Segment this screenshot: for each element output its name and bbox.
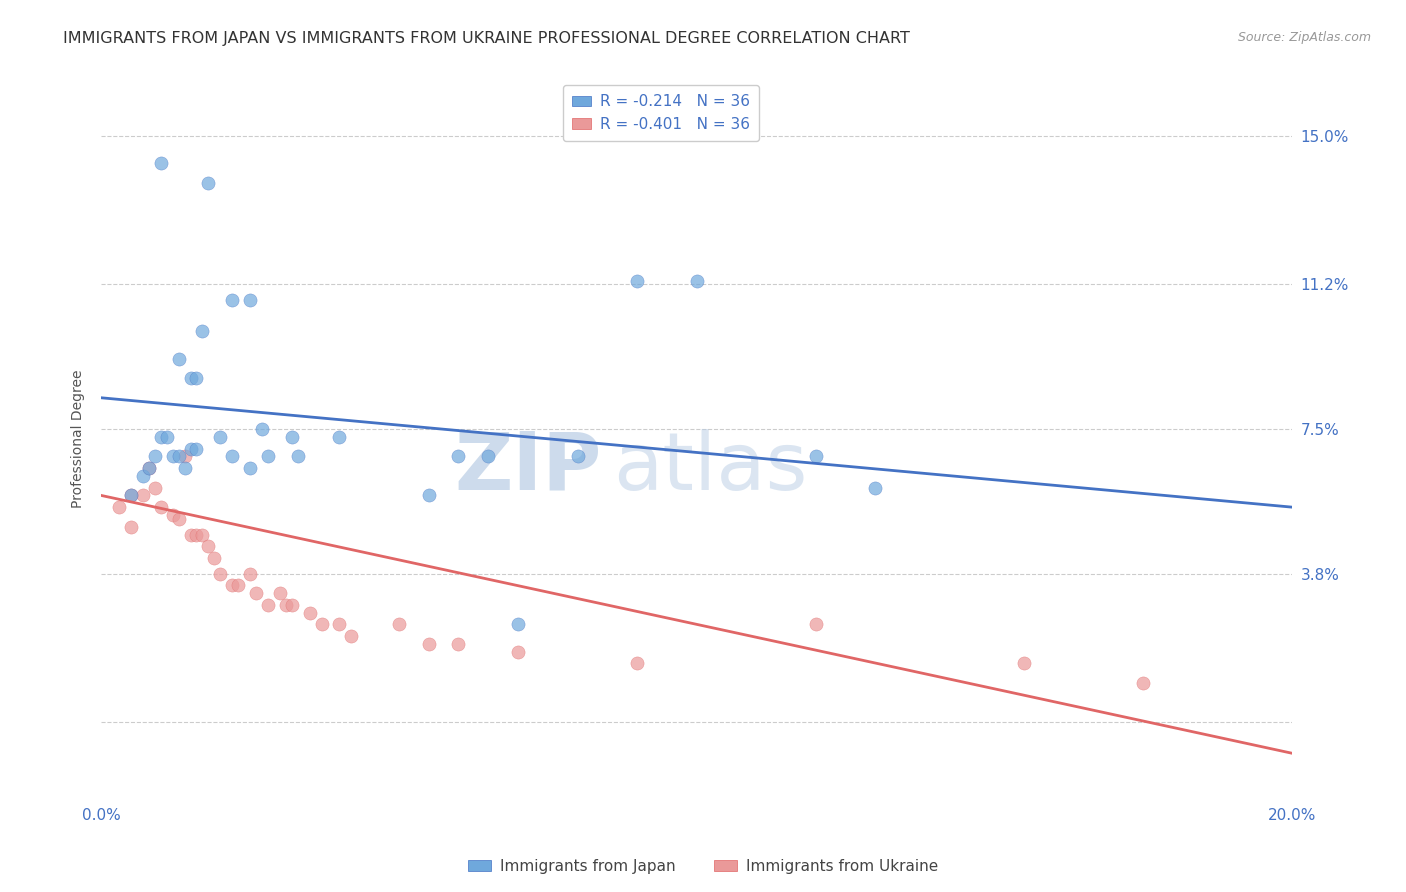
Point: [108, 500, 131, 515]
Point: [162, 450, 184, 464]
Point: [287, 450, 309, 464]
Point: [186, 442, 208, 456]
Point: [120, 488, 142, 502]
Legend: R = -0.214   N = 36, R = -0.401   N = 36: R = -0.214 N = 36, R = -0.401 N = 36: [562, 85, 759, 141]
Point: [149, 430, 172, 444]
Point: [257, 598, 280, 612]
Point: [132, 488, 155, 502]
Point: [477, 450, 499, 464]
Point: [257, 450, 280, 464]
Point: [1132, 676, 1154, 690]
Text: Source: ZipAtlas.com: Source: ZipAtlas.com: [1237, 31, 1371, 45]
Point: [239, 293, 262, 307]
Point: [120, 519, 142, 533]
Point: [173, 461, 195, 475]
Point: [209, 430, 232, 444]
Point: [180, 371, 202, 385]
Point: [447, 637, 470, 651]
Point: [626, 657, 648, 671]
Point: [804, 450, 827, 464]
Point: [269, 586, 291, 600]
Point: [120, 488, 142, 502]
Y-axis label: Professional Degree: Professional Degree: [72, 369, 86, 508]
Point: [626, 274, 648, 288]
Point: [202, 550, 225, 565]
Point: [132, 469, 155, 483]
Point: [245, 586, 267, 600]
Point: [149, 156, 172, 170]
Point: [250, 422, 273, 436]
Point: [162, 508, 184, 522]
Point: [281, 598, 304, 612]
Legend: Immigrants from Japan, Immigrants from Ukraine: Immigrants from Japan, Immigrants from U…: [461, 853, 945, 880]
Point: [1012, 657, 1035, 671]
Point: [567, 450, 589, 464]
Point: [274, 598, 297, 612]
Text: ZIP: ZIP: [454, 429, 602, 507]
Point: [221, 578, 243, 592]
Text: atlas: atlas: [613, 429, 807, 507]
Point: [340, 629, 363, 643]
Point: [328, 617, 350, 632]
Point: [167, 450, 190, 464]
Point: [167, 512, 190, 526]
Point: [197, 539, 219, 553]
Point: [167, 351, 190, 366]
Point: [143, 450, 166, 464]
Point: [191, 324, 214, 338]
Point: [685, 274, 707, 288]
Point: [191, 527, 214, 541]
Point: [156, 430, 179, 444]
Point: [180, 527, 202, 541]
Point: [209, 566, 232, 581]
Point: [865, 481, 887, 495]
Point: [149, 500, 172, 515]
Text: IMMIGRANTS FROM JAPAN VS IMMIGRANTS FROM UKRAINE PROFESSIONAL DEGREE CORRELATION: IMMIGRANTS FROM JAPAN VS IMMIGRANTS FROM…: [63, 31, 910, 46]
Point: [138, 461, 160, 475]
Point: [239, 566, 262, 581]
Point: [418, 637, 440, 651]
Point: [506, 617, 529, 632]
Point: [298, 606, 321, 620]
Point: [418, 488, 440, 502]
Point: [197, 176, 219, 190]
Point: [221, 293, 243, 307]
Point: [173, 450, 195, 464]
Point: [138, 461, 160, 475]
Point: [143, 481, 166, 495]
Point: [281, 430, 304, 444]
Point: [506, 645, 529, 659]
Point: [186, 371, 208, 385]
Point: [186, 527, 208, 541]
Point: [804, 617, 827, 632]
Point: [180, 442, 202, 456]
Point: [388, 617, 411, 632]
Point: [239, 461, 262, 475]
Point: [226, 578, 249, 592]
Point: [447, 450, 470, 464]
Point: [221, 450, 243, 464]
Point: [311, 617, 333, 632]
Point: [328, 430, 350, 444]
